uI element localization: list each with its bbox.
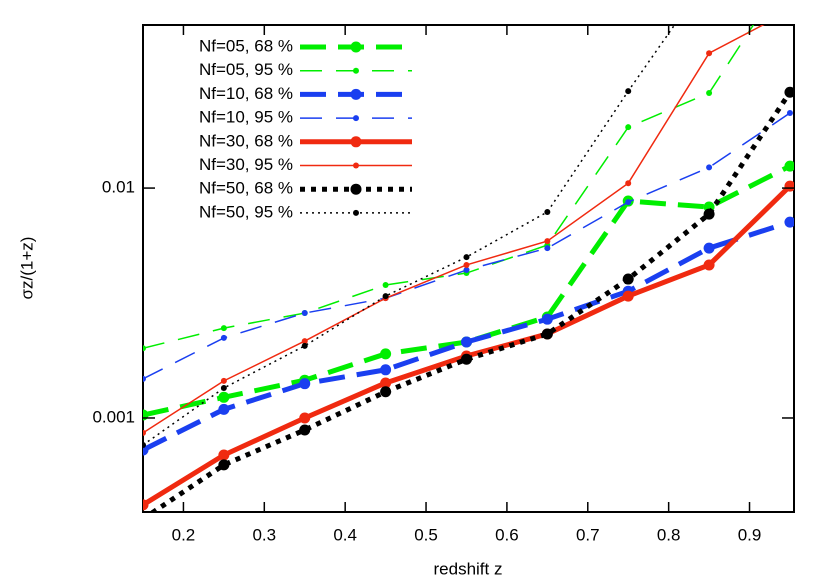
- data-point: [299, 412, 311, 424]
- data-point: [220, 385, 227, 392]
- data-point: [541, 313, 553, 325]
- data-point: [218, 403, 230, 415]
- legend-entry: Nf=10, 95 %: [199, 108, 412, 127]
- data-point: [143, 429, 146, 436]
- legend-label: Nf=10, 68 %: [199, 84, 293, 103]
- data-point: [460, 336, 472, 348]
- data-point: [784, 86, 794, 98]
- data-point: [380, 364, 392, 376]
- data-point: [301, 338, 308, 345]
- legend-marker: [350, 183, 362, 195]
- legend-entry: Nf=05, 68 %: [199, 36, 412, 55]
- legend-entry: Nf=30, 68 %: [199, 131, 412, 150]
- data-point: [544, 238, 551, 245]
- data-point: [143, 409, 149, 421]
- legend-marker: [353, 162, 359, 169]
- legend-entry: Nf=30, 95 %: [199, 155, 412, 174]
- data-point: [299, 424, 311, 436]
- data-point: [541, 328, 553, 340]
- legend-label: Nf=30, 68 %: [199, 131, 293, 150]
- data-point: [784, 180, 794, 192]
- x-axis-label: redshift z: [434, 559, 503, 578]
- x-tick-label: 0.9: [738, 525, 762, 544]
- data-point: [703, 259, 715, 271]
- x-tick-label: 0.2: [172, 525, 196, 544]
- x-tick-label: 0.6: [495, 525, 519, 544]
- series-line: [143, 25, 676, 446]
- legend-marker: [350, 41, 362, 53]
- x-tick-label: 0.3: [252, 525, 276, 544]
- legend-entry: Nf=50, 68 %: [199, 179, 412, 198]
- data-point: [625, 199, 632, 206]
- data-point: [220, 334, 227, 341]
- legend-marker: [350, 136, 362, 148]
- data-point: [460, 353, 472, 365]
- data-point: [703, 242, 715, 254]
- data-point: [625, 88, 632, 95]
- data-point: [787, 8, 793, 14]
- series-line: [143, 163, 792, 418]
- plot-frame: [142, 24, 795, 513]
- data-point: [463, 254, 470, 261]
- data-point: [706, 164, 713, 171]
- data-point: [703, 208, 715, 220]
- data-point: [706, 50, 713, 57]
- data-point: [143, 345, 146, 352]
- data-point: [299, 378, 311, 390]
- y-tick-label: 0.01: [102, 178, 135, 197]
- data-point: [463, 267, 470, 274]
- data-point: [622, 273, 634, 285]
- data-point: [544, 245, 551, 252]
- data-point: [380, 377, 392, 389]
- data-point: [786, 110, 793, 117]
- x-tick-label: 0.4: [333, 525, 357, 544]
- legend-label: Nf=30, 95 %: [199, 155, 293, 174]
- legend-marker: [353, 67, 359, 74]
- data-point: [301, 342, 308, 349]
- data-point: [301, 310, 308, 317]
- data-point: [382, 281, 389, 288]
- plot-area: [138, 8, 794, 524]
- data-point: [143, 499, 149, 511]
- legend-marker: [353, 115, 359, 122]
- data-point: [143, 375, 146, 382]
- legend-entry: Nf=50, 95 %: [199, 202, 412, 221]
- legend-label: Nf=50, 95 %: [199, 202, 293, 221]
- data-point: [625, 180, 632, 187]
- data-point: [218, 449, 230, 461]
- legend-entry: Nf=10, 68 %: [199, 84, 412, 103]
- legend-marker: [353, 209, 359, 216]
- legend-entry: Nf=05, 95 %: [199, 60, 412, 79]
- data-point: [218, 459, 230, 471]
- x-tick-label: 0.8: [657, 525, 681, 544]
- x-tick-label: 0.5: [414, 525, 438, 544]
- data-point: [218, 391, 230, 403]
- x-tick-label: 0.7: [576, 525, 600, 544]
- data-point: [380, 348, 392, 360]
- legend-label: Nf=05, 68 %: [199, 36, 293, 55]
- data-point: [143, 441, 146, 448]
- data-point: [544, 208, 551, 215]
- data-point: [380, 386, 392, 398]
- data-point: [463, 261, 470, 268]
- legend-label: Nf=50, 68 %: [199, 179, 293, 198]
- data-point: [220, 377, 227, 384]
- data-point: [784, 160, 794, 172]
- legend-label: Nf=05, 95 %: [199, 60, 293, 79]
- data-point: [382, 293, 389, 300]
- y-axis-label: σz/(1+z): [17, 237, 36, 300]
- data-point: [622, 290, 634, 302]
- data-point: [220, 325, 227, 332]
- y-tick-label: 0.001: [92, 407, 135, 426]
- legend-label: Nf=10, 95 %: [199, 108, 293, 127]
- data-point: [784, 216, 794, 228]
- data-point: [138, 513, 149, 524]
- data-point: [625, 124, 632, 131]
- legend-marker: [350, 88, 362, 100]
- data-point: [706, 90, 713, 97]
